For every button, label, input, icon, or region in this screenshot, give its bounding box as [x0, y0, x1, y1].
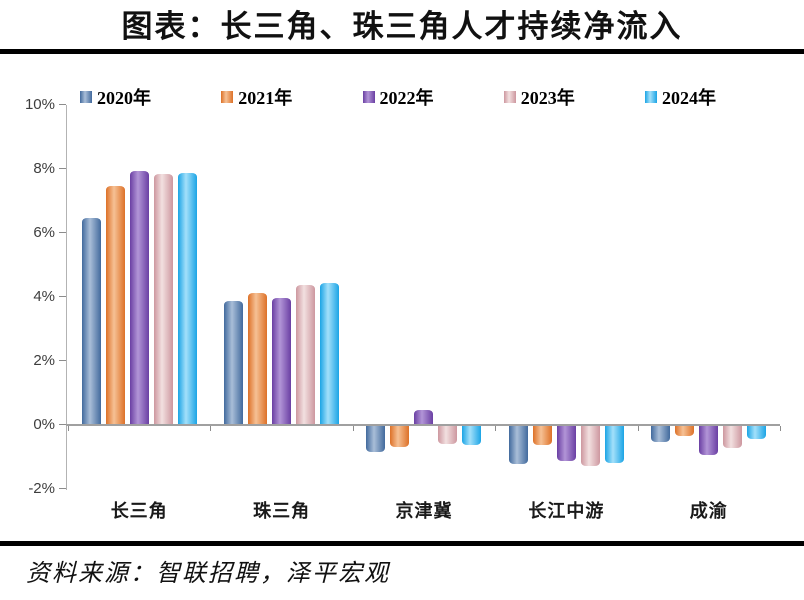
- top-divider-rule: [0, 49, 804, 54]
- bar-2020年-长江中游: [508, 426, 528, 464]
- bar-2021年-珠三角: [247, 293, 267, 424]
- legend-item: 2024年: [645, 84, 716, 110]
- bar-2023年-珠三角: [295, 285, 315, 424]
- legend-item: 2020年: [80, 84, 151, 110]
- x-category-label: 珠三角: [253, 501, 311, 521]
- x-axis-tick-mark: [352, 426, 354, 431]
- bar-2021年-长江中游: [532, 426, 552, 445]
- bar-2023年-长江中游: [580, 426, 600, 466]
- bar-2022年-成渝: [699, 426, 719, 455]
- bar-2023年-京津冀: [438, 426, 458, 444]
- legend-item: 2021年: [221, 84, 292, 110]
- bar-2022年-京津冀: [414, 410, 434, 424]
- bar-2024年-成渝: [747, 426, 767, 439]
- source-note: 资料来源：智联招聘，泽平宏观: [26, 561, 390, 587]
- legend-label: 2021年: [238, 88, 293, 108]
- legend-item: 2023年: [503, 84, 575, 110]
- x-axis-tick-mark: [637, 426, 639, 431]
- y-axis-tick-label: -2%: [28, 480, 55, 497]
- bar-2023年-成渝: [723, 426, 743, 448]
- bar-2021年-成渝: [675, 426, 695, 436]
- y-axis-tick-mark: [59, 424, 66, 425]
- bottom-divider-rule: [0, 541, 804, 546]
- legend-swatch: [80, 91, 92, 103]
- bar-2020年-长三角: [81, 218, 101, 424]
- zero-baseline: [66, 424, 780, 426]
- x-category-label: 长三角: [110, 501, 168, 521]
- x-axis-tick-mark: [68, 426, 69, 431]
- legend-item: 2022年: [362, 84, 434, 110]
- legend-label: 2023年: [520, 88, 575, 108]
- x-category-label: 成渝: [689, 501, 728, 521]
- y-axis-line: [66, 105, 67, 490]
- x-category-label: 长江中游: [528, 501, 605, 521]
- x-axis-tick-mark: [495, 426, 497, 431]
- legend-label: 2020年: [97, 88, 151, 108]
- y-axis-tick-label: 8%: [33, 160, 55, 177]
- y-axis-tick-mark: [59, 168, 66, 169]
- bar-2024年-长三角: [177, 173, 197, 424]
- y-axis-tick-mark: [59, 232, 66, 233]
- x-category-label: 京津冀: [395, 501, 453, 521]
- legend-swatch: [645, 91, 657, 103]
- bar-2024年-珠三角: [319, 283, 339, 424]
- legend-label: 2024年: [662, 88, 716, 108]
- bar-2021年-京津冀: [390, 426, 410, 447]
- chart-legend: 2020年 2021年 2022年 2023年 2024年: [80, 84, 716, 110]
- bar-2020年-珠三角: [223, 301, 243, 424]
- bar-2020年-成渝: [651, 426, 671, 442]
- legend-label: 2022年: [379, 88, 434, 108]
- y-axis-tick-mark: [59, 104, 66, 105]
- y-axis-tick-mark: [59, 296, 66, 297]
- y-axis-tick-label: 6%: [33, 224, 55, 241]
- legend-swatch: [503, 91, 516, 103]
- chart-title: 图表：长三角、珠三角人才持续净流入: [121, 9, 683, 44]
- legend-swatch: [362, 91, 375, 103]
- bar-2024年-长江中游: [604, 426, 624, 463]
- y-axis-tick-label: 10%: [24, 96, 55, 113]
- bar-2024年-京津冀: [462, 426, 482, 445]
- bar-2020年-京津冀: [366, 426, 386, 452]
- y-axis-tick-label: 0%: [33, 416, 55, 433]
- y-axis-tick-label: 4%: [33, 288, 55, 305]
- legend-swatch: [221, 91, 234, 103]
- bar-2022年-珠三角: [271, 298, 291, 424]
- bar-2021年-长三角: [105, 186, 125, 424]
- y-axis-tick-label: 2%: [33, 352, 55, 369]
- bar-2023年-长三角: [153, 174, 173, 424]
- y-axis-tick-mark: [59, 488, 66, 489]
- x-axis-tick-mark: [210, 426, 212, 431]
- x-axis-tick-mark: [780, 426, 781, 431]
- bar-2022年-长三角: [129, 171, 149, 424]
- y-axis-tick-mark: [59, 360, 66, 361]
- bar-2022年-长江中游: [556, 426, 576, 461]
